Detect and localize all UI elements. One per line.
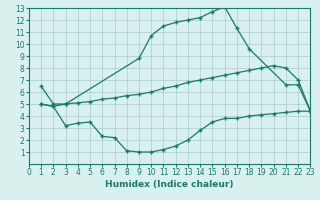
X-axis label: Humidex (Indice chaleur): Humidex (Indice chaleur) [105,180,234,189]
